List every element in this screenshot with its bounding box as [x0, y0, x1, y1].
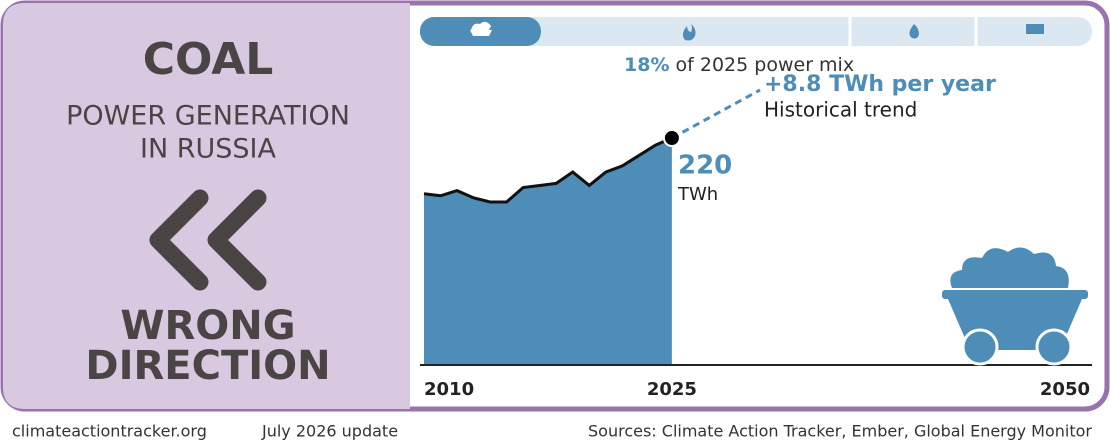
trend-line: [671, 88, 761, 140]
solar-icon: [1026, 24, 1044, 34]
left-panel: [3, 3, 410, 409]
chevrons: [149, 189, 267, 291]
verdict: DIRECTION: [85, 343, 330, 389]
subtitle: IN RUSSIA: [140, 134, 277, 165]
coal-icon: [470, 21, 492, 36]
footer-site: climateactiontracker.org: [12, 422, 207, 441]
last-point: [662, 129, 681, 147]
subtitle: POWER GENERATION: [66, 101, 350, 132]
headline: COAL: [143, 34, 274, 85]
x-tick-label: 2050: [1040, 379, 1090, 400]
area-line: [423, 136, 673, 204]
x-tick-label: 2025: [647, 379, 697, 400]
mix-bar: [420, 17, 1092, 46]
unit: TWh: [677, 184, 718, 205]
x-tick-label: 2010: [424, 379, 474, 400]
share-value: 18%: [624, 54, 669, 76]
area: [424, 138, 672, 365]
hydro-icon: [909, 24, 919, 39]
share-rest: of 2025 power mix: [676, 54, 855, 76]
last-value: 220: [678, 151, 732, 181]
footer-date: July 2026 update: [261, 422, 398, 441]
trend-note: Historical trend: [764, 98, 917, 122]
coal-cart: [942, 247, 1088, 366]
verdict: WRONG: [120, 303, 295, 349]
gas-icon: [682, 24, 696, 41]
share-text: 18% of 2025 power mix: [624, 54, 854, 76]
footer-sources: Sources: Climate Action Tracker, Ember, …: [588, 422, 1092, 441]
trend: +8.8 TWh per year: [764, 72, 996, 97]
